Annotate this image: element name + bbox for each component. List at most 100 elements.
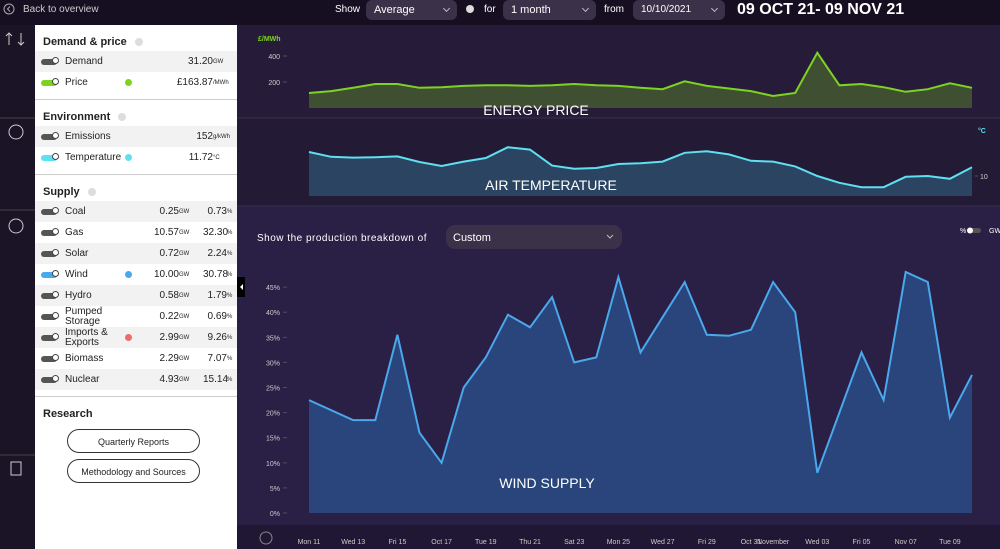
item-dot	[125, 250, 132, 257]
from-label: from	[604, 4, 624, 15]
item-dot	[125, 376, 132, 383]
icon-column	[0, 25, 35, 549]
item-dot	[125, 154, 132, 161]
back-link[interactable]: Back to overview	[23, 4, 99, 15]
help-icon[interactable]	[465, 4, 475, 14]
y-tick-label: 45%	[266, 285, 280, 292]
toggle[interactable]	[41, 290, 59, 299]
percent-unit: %	[227, 292, 233, 299]
y-tick-label: 5%	[270, 486, 280, 493]
toggle[interactable]	[41, 77, 59, 86]
item-unit: GW	[179, 292, 190, 299]
toggle[interactable]	[41, 227, 59, 236]
percent-unit: %	[227, 313, 233, 320]
percent-unit: %	[227, 250, 233, 257]
toggle[interactable]	[41, 152, 59, 161]
show-label: Show	[335, 4, 361, 15]
unit-toggle-right: GW	[989, 228, 1000, 235]
area-fill	[309, 272, 972, 513]
research-button[interactable]: Quarterly Reports	[67, 429, 200, 453]
section-title: Research	[43, 408, 93, 420]
date-range: 09 OCT 21- 09 NOV 21	[737, 1, 905, 18]
y-tick-label: 40%	[266, 310, 280, 317]
item-percent: 7.07	[207, 353, 227, 364]
item-percent: 32.30	[203, 227, 229, 238]
item-dot	[125, 79, 132, 86]
item-dot	[125, 133, 132, 140]
toggle[interactable]	[41, 269, 59, 278]
toggle[interactable]	[41, 56, 59, 65]
item-row: Emissions 152 g/kWh	[35, 126, 237, 147]
y-tick-label: 15%	[266, 436, 280, 443]
item-percent: 30.78	[203, 269, 229, 280]
item-value: 0.58	[159, 290, 179, 301]
item-unit: g/kWh	[213, 133, 231, 140]
x-tick-label: Wed 03	[805, 539, 829, 546]
breakdown-label: Show the production breakdown of	[257, 233, 427, 244]
item-value: £163.87	[176, 77, 213, 88]
item-value: 152	[196, 131, 213, 142]
chart-title: AIR TEMPERATURE	[485, 177, 617, 193]
item-name: Emissions	[65, 130, 111, 142]
help-icon[interactable]	[118, 113, 127, 121]
y-tick-label: 30%	[266, 360, 280, 367]
toggle[interactable]	[41, 206, 59, 215]
x-tick-label: Tue 19	[475, 539, 497, 546]
y-tick-label: 400	[268, 54, 280, 61]
item-unit: GW	[179, 313, 190, 320]
item-name: Nuclear	[65, 373, 100, 385]
breakdown-select[interactable]	[446, 225, 622, 249]
item-value: 2.99	[159, 332, 179, 343]
item-percent: 1.79	[207, 290, 227, 301]
chart-title: WIND SUPPLY	[499, 475, 595, 491]
research-button[interactable]: Methodology and Sources	[67, 459, 200, 483]
back-icon[interactable]	[3, 3, 15, 15]
item-name: Coal	[65, 205, 86, 217]
percent-unit: %	[227, 208, 233, 215]
item-row: Solar 0.72 GW 2.24%	[35, 243, 237, 264]
item-row: Imports & Exports 2.99 GW 9.26%	[35, 327, 237, 348]
item-value: 10.57	[153, 227, 179, 238]
help-icon[interactable]	[87, 188, 96, 196]
y-tick-label: 10%	[266, 461, 280, 468]
section-title-text: Environment	[43, 111, 111, 123]
toggle[interactable]	[41, 353, 59, 362]
panel-bg	[237, 118, 1000, 206]
x-tick-label: Fri 05	[853, 539, 871, 546]
period-select[interactable]: 1 month	[503, 0, 596, 20]
item-row: Pumped Storage 0.22 GW 0.69%	[35, 306, 237, 327]
supply-icon	[8, 218, 24, 234]
section-title-text: Supply	[43, 186, 80, 198]
item-row: Gas 10.57 GW 32.30%	[35, 222, 237, 243]
item-name: Solar	[65, 247, 89, 259]
item-list: Demand 31.20 GW Price £163.87/MWh	[35, 51, 237, 93]
item-dot	[125, 229, 132, 236]
item-dot	[125, 355, 132, 362]
x-tick-label: Nov 07	[895, 539, 917, 546]
toggle[interactable]	[41, 311, 59, 320]
toggle[interactable]	[41, 374, 59, 383]
item-name: Temperature	[65, 151, 122, 163]
sidebar-section: Demand & price Demand 31.20 GW Price £163.87/…	[35, 25, 237, 100]
date-select[interactable]: 10/10/2021	[633, 0, 725, 20]
section-title: Environment	[35, 108, 237, 126]
y-axis-unit: °C	[978, 127, 986, 135]
sidebar-section: Environment Emissions 152 g/kWh Temperature 1…	[35, 100, 237, 175]
item-row: Nuclear 4.93 GW 15.14%	[35, 369, 237, 390]
show-select[interactable]: Average	[366, 0, 457, 20]
x-tick-label: November	[757, 539, 790, 546]
x-tick-label: Tue 09	[939, 539, 961, 546]
item-row: Biomass 2.29 GW 7.07%	[35, 348, 237, 369]
line	[308, 270, 973, 474]
item-unit: GW	[179, 208, 190, 215]
item-percent: 2.24	[207, 248, 227, 259]
toggle[interactable]	[41, 248, 59, 257]
item-value: 2.29	[159, 353, 179, 364]
x-tick-label: Oct 17	[431, 539, 452, 546]
item-percent: 0.69	[207, 311, 227, 322]
x-tick-label: Wed 13	[341, 539, 365, 546]
toggle[interactable]	[41, 131, 59, 140]
toggle[interactable]	[41, 332, 59, 341]
help-icon[interactable]	[134, 38, 143, 46]
collapse-arrow	[240, 284, 243, 290]
